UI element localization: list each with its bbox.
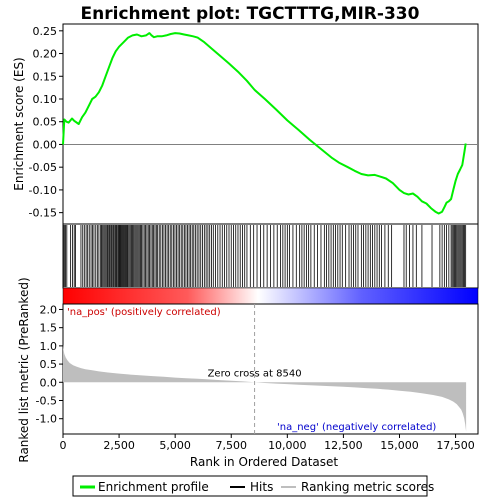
x-tick-label: 17,500	[436, 439, 475, 452]
es-y-tick-label: 0.25	[33, 25, 58, 38]
es-y-tick-label: 0.10	[33, 93, 58, 106]
x-axis: 0 2,500 5,000 7,500 10,000 12,500 15,000 17,500	[60, 434, 475, 452]
na-pos-label: 'na_pos' (positively correlated)	[67, 307, 221, 318]
metric-y-tick-label: -1.0	[36, 413, 57, 426]
es-y-tick-label: 0.15	[33, 70, 58, 83]
legend: Enrichment profile Hits Ranking metric s…	[73, 476, 434, 496]
es-y-axis: -0.15 -0.10 -0.05 0.00 0.05 0.10 0.15 0.20 0.25	[29, 25, 63, 220]
es-panel: -0.15-0.10-0.050.000.050.100.150.200.25 …	[12, 24, 478, 224]
metric-y-tick-label: -0.5	[36, 394, 57, 407]
es-y-tick-label: 0.00	[33, 138, 58, 151]
legend-hits-label: Hits	[250, 480, 273, 494]
metric-y-tick-label: 1.5	[40, 322, 58, 335]
rank-color-bar	[63, 288, 478, 304]
metric-y-axis-label: Ranked list metric (PreRanked)	[17, 277, 31, 462]
es-y-tick-label: -0.10	[29, 184, 57, 197]
x-tick-label: 15,000	[380, 439, 419, 452]
x-tick-label: 10,000	[268, 439, 307, 452]
es-y-tick-label: 0.05	[33, 116, 58, 129]
x-tick-label: 12,500	[324, 439, 363, 452]
x-tick-label: 2,500	[103, 439, 135, 452]
metric-y-tick-label: 0.5	[40, 358, 58, 371]
chart-title: Enrichment plot: TGCTTTG,MIR-330	[81, 4, 420, 24]
metric-y-axis: -1.0 -0.5 0.0 0.5 1.0 1.5 2.0	[36, 303, 63, 425]
x-tick-label: 7,500	[215, 439, 247, 452]
x-axis-label: Rank in Ordered Dataset	[190, 455, 338, 469]
hits-panel	[63, 224, 478, 304]
es-y-tick-label: 0.20	[33, 48, 58, 61]
x-tick-label: 5,000	[159, 439, 191, 452]
metric-y-tick-label: 0.0	[40, 376, 58, 389]
es-panel-frame	[63, 24, 478, 224]
es-y-axis-label: Enrichment score (ES)	[12, 57, 26, 190]
legend-profile-label: Enrichment profile	[98, 480, 209, 494]
na-neg-label: 'na_neg' (negatively correlated)	[277, 422, 436, 433]
es-y-tick-label: -0.05	[29, 161, 57, 174]
metric-panel: -1.0 -0.5 0.0 0.5 1.0 1.5 2.0 Zero cross at 85…	[17, 277, 478, 462]
es-y-tick-label: -0.15	[29, 207, 57, 220]
legend-metric-label: Ranking metric scores	[301, 480, 434, 494]
metric-y-tick-label: 2.0	[40, 303, 58, 316]
metric-y-tick-label: 1.0	[40, 340, 58, 353]
zero-cross-label: Zero cross at 8540	[208, 368, 302, 379]
x-tick-label: 0	[60, 439, 67, 452]
